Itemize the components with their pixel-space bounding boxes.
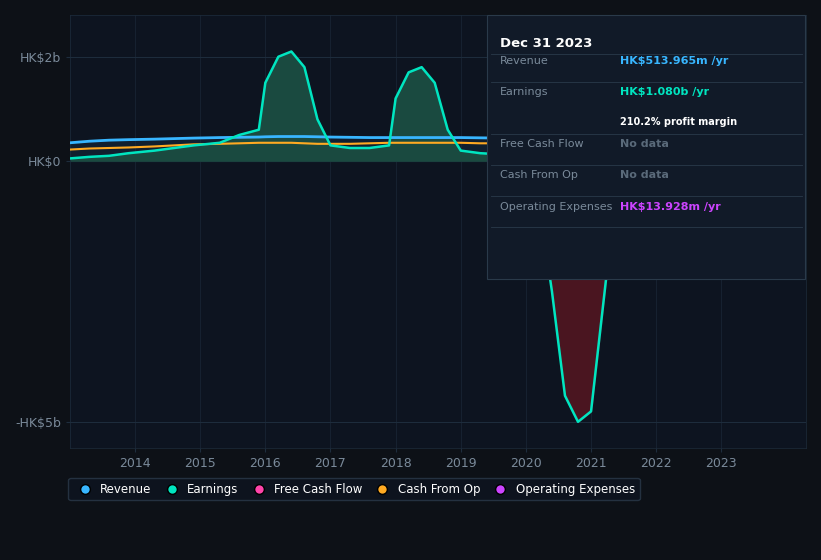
Text: No data: No data <box>620 170 668 180</box>
Text: No data: No data <box>620 139 668 149</box>
Text: Revenue: Revenue <box>500 56 548 66</box>
Text: Operating Expenses: Operating Expenses <box>500 202 612 212</box>
Legend: Revenue, Earnings, Free Cash Flow, Cash From Op, Operating Expenses: Revenue, Earnings, Free Cash Flow, Cash … <box>68 478 640 501</box>
Text: Earnings: Earnings <box>500 87 548 97</box>
Text: 210.2% profit margin: 210.2% profit margin <box>620 117 737 127</box>
Text: HK$1.080b /yr: HK$1.080b /yr <box>620 87 709 97</box>
Text: Dec 31 2023: Dec 31 2023 <box>500 36 592 50</box>
Text: HK$13.928m /yr: HK$13.928m /yr <box>620 202 721 212</box>
FancyBboxPatch shape <box>488 15 805 279</box>
Text: Free Cash Flow: Free Cash Flow <box>500 139 584 149</box>
Text: Cash From Op: Cash From Op <box>500 170 578 180</box>
Text: HK$513.965m /yr: HK$513.965m /yr <box>620 56 728 66</box>
